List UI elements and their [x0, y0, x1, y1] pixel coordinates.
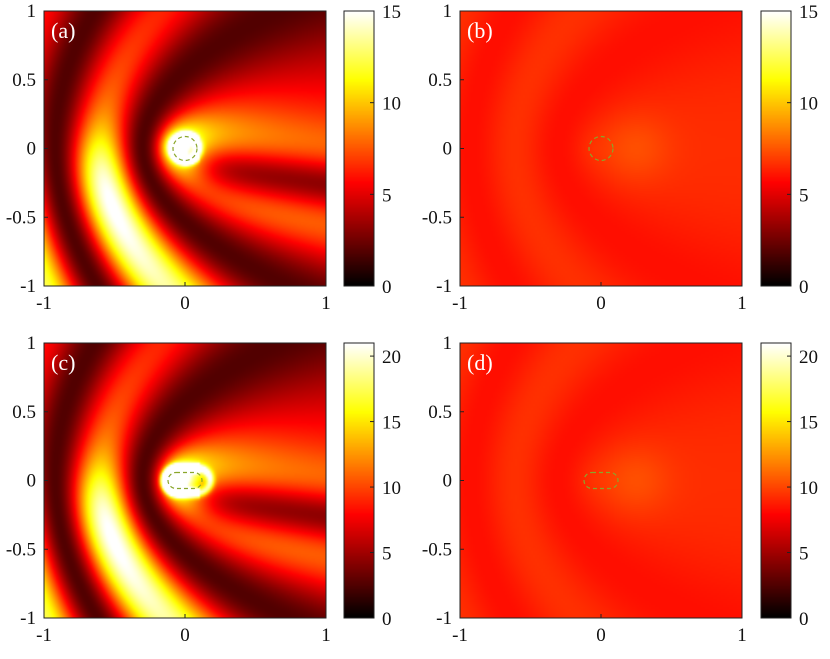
heatmap-image [460, 343, 742, 618]
x-tick-label: 1 [737, 625, 747, 646]
colorbar-tick-label: 10 [799, 94, 818, 115]
y-tick-label: -0.5 [6, 539, 36, 560]
colorbar-tick-label: 10 [799, 478, 818, 499]
obstacle-outline [167, 471, 203, 490]
panel-b: (b) -1 0 1 1 0.5 0 -0.5 -1 15 10 5 0 [422, 1, 818, 314]
obstacle-outline [583, 471, 619, 490]
panel-c: (c) -1 0 1 1 0.5 0 -0.5 -1 20 15 10 5 0 [6, 333, 401, 646]
heatmap-image [44, 343, 326, 618]
x-tick-label: -1 [36, 293, 52, 314]
colorbar-tick-label: 15 [799, 2, 818, 23]
colorbar-tick-label: 10 [382, 94, 401, 115]
colorbar-tick-label: 20 [382, 347, 401, 368]
colorbar-tick-label: 5 [382, 185, 392, 206]
y-tick-label: 1 [443, 1, 453, 22]
x-tick-label: 0 [596, 293, 606, 314]
panel-a: (a) -1 0 1 1 0.5 0 -0.5 -1 15 10 5 0 [6, 1, 401, 314]
y-tick-label: 0.5 [428, 70, 452, 91]
x-tick-label: 1 [321, 293, 331, 314]
y-tick-label: -1 [20, 276, 36, 297]
y-tick-label: 0.5 [12, 70, 36, 91]
colorbar-tick-label: 0 [382, 277, 392, 298]
panel-label: (c) [51, 350, 75, 375]
obstacle-outline [588, 135, 614, 162]
y-tick-label: -0.5 [422, 207, 452, 228]
colorbar-tick-label: 15 [799, 413, 818, 434]
colorbar-frame [343, 10, 375, 287]
colorbar [344, 343, 374, 618]
y-tick-label: -1 [436, 608, 452, 629]
colorbar [344, 11, 374, 286]
y-tick-label: 1 [27, 333, 37, 354]
x-tick-label: 0 [180, 293, 190, 314]
colorbar [761, 343, 791, 618]
colorbar [761, 11, 791, 286]
x-tick-label: -1 [452, 293, 468, 314]
colorbar-tick-label: 10 [382, 478, 401, 499]
y-tick-label: 0 [27, 139, 37, 160]
panel-label: (a) [51, 18, 75, 43]
colorbar-tick-label: 15 [382, 413, 401, 434]
colorbar-tick-label: 5 [382, 544, 392, 565]
panel-label: (b) [467, 18, 493, 43]
heatmap-image [460, 11, 742, 286]
colorbar-tick-label: 20 [799, 347, 818, 368]
x-tick-label: 0 [596, 625, 606, 646]
y-tick-label: -0.5 [422, 539, 452, 560]
y-tick-label: -0.5 [6, 207, 36, 228]
x-tick-label: 1 [737, 293, 747, 314]
x-tick-label: 0 [180, 625, 190, 646]
panel-d: (d) -1 0 1 1 0.5 0 -0.5 -1 20 15 10 5 0 [422, 333, 818, 646]
x-tick-label: -1 [36, 625, 52, 646]
colorbar-frame [760, 10, 792, 287]
heatmap-image [44, 11, 326, 286]
colorbar-tick-label: 5 [799, 185, 809, 206]
y-tick-label: 1 [27, 1, 37, 22]
colorbar-frame [760, 342, 792, 619]
colorbar-tick-label: 15 [382, 2, 401, 23]
colorbar-tick-label: 5 [799, 544, 809, 565]
colorbar-tick-label: 0 [382, 609, 392, 630]
colorbar-tick-label: 0 [799, 609, 809, 630]
colorbar-frame [343, 342, 375, 619]
y-tick-label: 1 [443, 333, 453, 354]
y-tick-label: 0.5 [12, 402, 36, 423]
y-tick-label: 0.5 [428, 402, 452, 423]
x-tick-label: 1 [321, 625, 331, 646]
y-tick-label: 0 [443, 471, 453, 492]
x-tick-label: -1 [452, 625, 468, 646]
y-tick-label: -1 [436, 276, 452, 297]
colorbar-tick-label: 0 [799, 277, 809, 298]
obstacle-outline [172, 135, 198, 162]
y-tick-label: 0 [443, 139, 453, 160]
y-tick-label: 0 [27, 471, 37, 492]
y-tick-label: -1 [20, 608, 36, 629]
panel-label: (d) [467, 350, 493, 375]
